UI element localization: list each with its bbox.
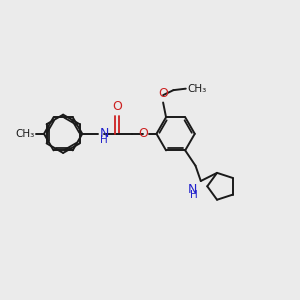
Text: N: N <box>188 183 197 196</box>
Text: O: O <box>158 87 168 100</box>
Text: H: H <box>100 135 108 145</box>
Text: CH₃: CH₃ <box>15 129 34 139</box>
Text: CH₃: CH₃ <box>187 84 206 94</box>
Text: N: N <box>100 127 109 140</box>
Text: O: O <box>112 100 122 112</box>
Text: O: O <box>138 127 148 140</box>
Text: H: H <box>190 190 197 200</box>
